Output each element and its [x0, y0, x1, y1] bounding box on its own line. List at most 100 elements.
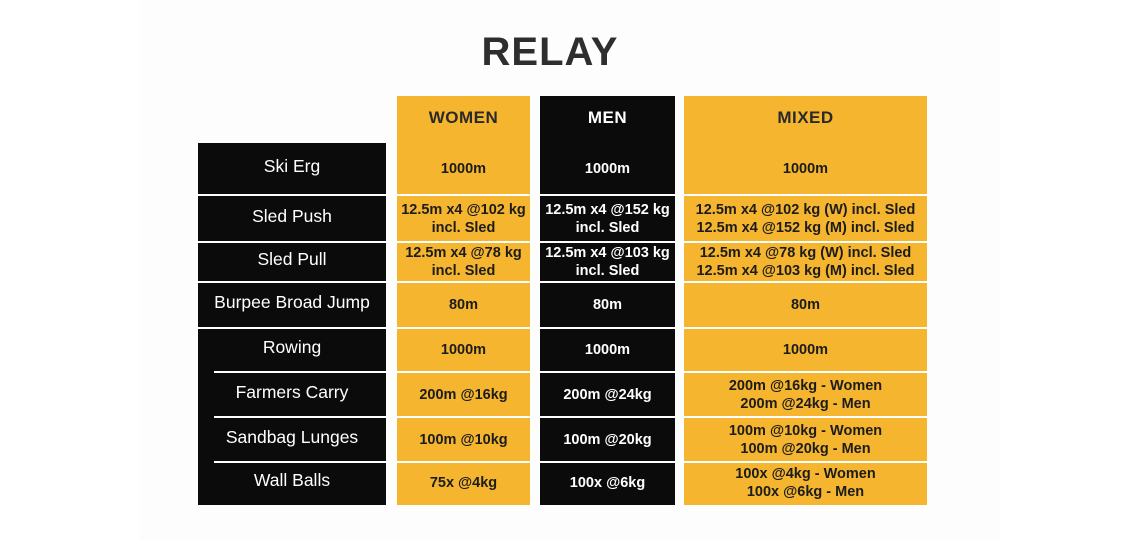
row-divider	[397, 281, 530, 283]
cell-line: 80m	[448, 297, 479, 313]
row-divider	[684, 371, 927, 373]
row-divider	[540, 194, 675, 196]
exercise-label: Wall Balls	[253, 470, 331, 490]
cell-line: 12.5m x4 @78 kg (W) incl. Sled	[699, 245, 912, 261]
row-divider	[198, 327, 386, 329]
cell-mixed: 100m @10kg - Women 100m @20kg - Men	[684, 418, 927, 461]
cell-line: 1000m	[782, 160, 829, 177]
row-divider	[540, 281, 675, 283]
cell-line: 1000m	[782, 342, 829, 358]
cell-line: incl. Sled	[575, 263, 640, 279]
header-women: WOMEN	[428, 107, 499, 127]
cell-women: 80m	[397, 283, 530, 327]
women-column	[397, 96, 530, 505]
exercise-label: Sled Push	[252, 205, 332, 226]
cell-line: incl. Sled	[575, 219, 640, 236]
header-mixed: MIXED	[777, 107, 834, 127]
cell-women: 1000m	[397, 329, 530, 371]
cell-line: 200m @24kg	[563, 386, 652, 403]
row-divider	[684, 461, 927, 463]
exercise-label: Sled Pull	[257, 249, 327, 269]
exercise-column	[198, 143, 386, 505]
cell-mixed: 1000m	[684, 143, 927, 194]
cell-line: 1000m	[440, 342, 487, 358]
cell-women: 12.5m x4 @102 kg incl. Sled	[397, 196, 530, 241]
cell-men: 12.5m x4 @103 kg incl. Sled	[540, 243, 675, 281]
cell-line: incl. Sled	[431, 219, 496, 236]
cell-men: 200m @24kg	[540, 373, 675, 416]
cell-line: 12.5m x4 @102 kg (W) incl. Sled	[695, 201, 916, 218]
cell-line: 100m @20kg - Men	[740, 440, 871, 457]
cell-line: 12.5m x4 @103 kg	[545, 245, 670, 261]
row-divider	[684, 416, 927, 418]
row-divider	[397, 241, 530, 243]
cell-line: 100m @10kg	[419, 431, 508, 448]
cell-mixed: 12.5m x4 @102 kg (W) incl. Sled 12.5m x4 …	[684, 196, 927, 241]
cell-mixed: 1000m	[684, 329, 927, 371]
row-divider	[198, 241, 386, 243]
row-divider	[684, 194, 927, 196]
row-divider	[540, 371, 675, 373]
row-divider	[540, 241, 675, 243]
row-divider	[214, 371, 386, 373]
cell-men: 100x @6kg	[540, 463, 675, 503]
cell-line: 100m @10kg - Women	[728, 422, 883, 439]
cell-mixed: 200m @16kg - Women 200m @24kg - Men	[684, 373, 927, 416]
cell-women: 1000m	[397, 143, 530, 194]
cell-line: 80m	[592, 297, 623, 313]
cell-women: 200m @16kg	[397, 373, 530, 416]
exercise-label: Rowing	[262, 337, 322, 357]
cell-line: 12.5m x4 @102 kg	[401, 201, 526, 218]
row-divider	[684, 327, 927, 329]
row-divider	[397, 194, 530, 196]
cell-men: 1000m	[540, 143, 675, 194]
cell-line: 100m @20kg	[563, 431, 652, 448]
cell-line: 100x @6kg	[569, 475, 646, 491]
exercise-label: Farmers Carry	[235, 381, 349, 402]
cell-mixed: 80m	[684, 283, 927, 327]
cell-women: 12.5m x4 @78 kg incl. Sled	[397, 243, 530, 281]
page-title: RELAY	[481, 30, 619, 74]
cell-men: 12.5m x4 @152 kg incl. Sled	[540, 196, 675, 241]
cell-line: 100x @6kg - Men	[746, 484, 865, 500]
cell-line: 200m @24kg - Men	[740, 395, 871, 412]
row-divider	[214, 461, 386, 463]
cell-line: incl. Sled	[431, 263, 496, 279]
cell-men: 1000m	[540, 329, 675, 371]
row-divider	[397, 461, 530, 463]
row-divider	[540, 416, 675, 418]
cell-line: 1000m	[440, 160, 487, 177]
row-divider	[684, 281, 927, 283]
cell-men: 80m	[540, 283, 675, 327]
men-column	[540, 96, 675, 505]
cell-line: 12.5m x4 @78 kg	[405, 245, 522, 261]
cell-mixed: 100x @4kg - Women 100x @6kg - Men	[684, 463, 927, 503]
row-divider	[397, 416, 530, 418]
exercise-label: Burpee Broad Jump	[214, 292, 370, 312]
row-divider	[198, 281, 386, 283]
row-divider	[540, 327, 675, 329]
row-divider	[214, 416, 386, 418]
cell-line: 1000m	[584, 342, 631, 358]
cell-line: 80m	[790, 297, 821, 313]
exercise-label: Sandbag Lunges	[225, 426, 359, 447]
row-divider	[198, 194, 386, 196]
cell-women: 100m @10kg	[397, 418, 530, 461]
row-divider	[684, 241, 927, 243]
cell-line: 75x @4kg	[429, 475, 498, 491]
cell-line: 1000m	[584, 160, 631, 177]
cell-line: 100x @4kg - Women	[735, 466, 876, 482]
cell-men: 100m @20kg	[540, 418, 675, 461]
cell-line: 12.5m x4 @152 kg	[545, 201, 670, 218]
row-divider	[540, 461, 675, 463]
cell-mixed: 12.5m x4 @78 kg (W) incl. Sled 12.5m x4 @…	[684, 243, 927, 281]
header-men: MEN	[587, 107, 628, 127]
cell-women: 75x @4kg	[397, 463, 530, 503]
row-divider	[397, 371, 530, 373]
cell-line: 200m @16kg - Women	[728, 377, 883, 394]
row-divider	[397, 327, 530, 329]
mixed-column	[684, 96, 927, 505]
exercise-label: Ski Erg	[263, 155, 321, 176]
cell-line: 12.5m x4 @103 kg (M) incl. Sled	[696, 263, 915, 279]
cell-line: 200m @16kg	[419, 386, 508, 403]
